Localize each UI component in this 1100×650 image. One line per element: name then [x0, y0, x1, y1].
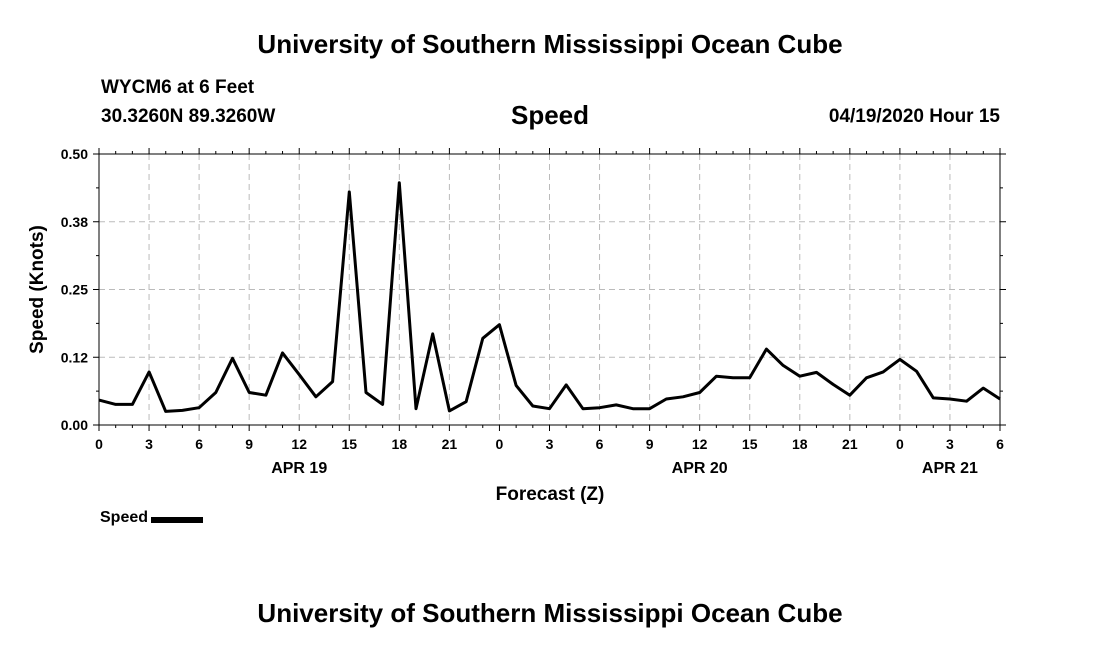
x-tick-label: 3: [546, 436, 554, 452]
legend: Speed: [100, 509, 204, 527]
y-tick-label: 0.25: [61, 282, 88, 298]
chart-title-bottom: University of Southern Mississippi Ocean…: [257, 598, 843, 628]
x-tick-label: 9: [646, 436, 654, 452]
x-tick-label: 15: [341, 436, 357, 452]
coordinates-label: 30.3260N 89.3260W: [101, 106, 276, 127]
x-tick-label: 6: [195, 436, 203, 452]
series-line-speed: [98, 181, 1001, 413]
x-tick-label: 21: [842, 436, 858, 452]
x-axis-label: Forecast (Z): [496, 484, 605, 505]
x-tick-label: 0: [496, 436, 504, 452]
chart-title-top: University of Southern Mississippi Ocean…: [257, 29, 843, 59]
x-tick-label: 21: [442, 436, 458, 452]
x-date-label: APR 19: [271, 460, 327, 477]
x-tick-label: 12: [291, 436, 307, 452]
variable-title: Speed: [510, 100, 590, 130]
legend-label: Speed: [100, 509, 149, 526]
x-tick-label: 9: [245, 436, 253, 452]
x-tick-label: 15: [742, 436, 758, 452]
x-tick-label: 3: [145, 436, 153, 452]
y-tick-label: 0.38: [61, 214, 88, 230]
y-axis-label: Speed (Knots): [27, 225, 48, 354]
x-tick-label: 6: [596, 436, 604, 452]
x-date-label: APR 20: [672, 460, 728, 477]
x-tick-label: 18: [792, 436, 808, 452]
datetime-label: 04/19/2020 Hour 15: [828, 106, 1000, 127]
x-tick-label: 12: [692, 436, 708, 452]
x-tick-label: 3: [946, 436, 954, 452]
x-tick-label: 18: [392, 436, 408, 452]
x-tick-label: 0: [95, 436, 103, 452]
x-tick-label: 6: [996, 436, 1004, 452]
station-label: WYCM6 at 6 Feet: [101, 77, 255, 98]
legend-swatch: [151, 516, 204, 523]
x-tick-label: 0: [896, 436, 904, 452]
y-tick-label: 0.12: [61, 349, 88, 365]
y-tick-label: 0.00: [61, 417, 88, 433]
y-tick-label: 0.50: [61, 146, 88, 162]
x-date-label: APR 21: [922, 460, 978, 477]
